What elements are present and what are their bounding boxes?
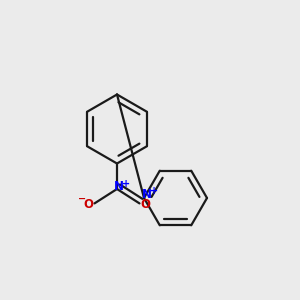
Text: N: N — [113, 180, 124, 193]
Text: +: + — [150, 186, 158, 197]
Text: N: N — [141, 188, 152, 202]
Text: +: + — [122, 178, 130, 189]
Text: −: − — [78, 194, 86, 204]
Text: O: O — [140, 197, 151, 211]
Text: O: O — [83, 197, 93, 211]
